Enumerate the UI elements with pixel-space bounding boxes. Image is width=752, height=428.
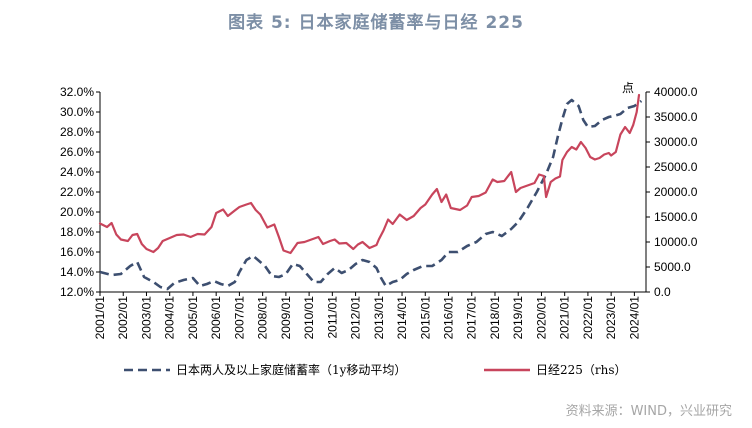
nikkei-line [98, 93, 641, 255]
savings-rate-line [99, 98, 643, 291]
right-tick-label: 25000.0 [654, 160, 698, 174]
x-tick-label: 2022/01 [581, 296, 595, 340]
legend-label-nikkei: 日经225（rhs） [536, 363, 627, 377]
left-tick-label: 24.0% [60, 165, 94, 179]
x-tick-label: 2010/01 [302, 296, 316, 340]
x-tick-label: 2001/01 [93, 296, 107, 340]
x-tick-label: 2005/01 [186, 296, 200, 340]
legend: 日本两人及以上家庭储蓄率（1y移动平均） 日经225（rhs） [124, 362, 627, 377]
x-tick-label: 2020/01 [534, 296, 548, 340]
right-tick-label: 15000.0 [654, 210, 698, 224]
right-axis-ticks: 0.0 5000.0 10000.0 15000.0 20000.0 25000.0 300… [646, 85, 698, 299]
x-tick-label: 2016/01 [442, 296, 456, 340]
left-tick-label: 12.0% [60, 285, 94, 299]
left-tick-label: 14.0% [60, 265, 94, 279]
x-tick-label: 2004/01 [163, 296, 177, 340]
x-tick-label: 2003/01 [139, 296, 153, 340]
chart-title: 图表 5: 日本家庭储蓄率与日经 225 [228, 13, 524, 33]
left-tick-label: 16.0% [60, 245, 94, 259]
x-tick-label: 2002/01 [116, 296, 130, 340]
right-tick-label: 0.0 [654, 285, 671, 299]
legend-label-savings: 日本两人及以上家庭储蓄率（1y移动平均） [176, 362, 406, 377]
right-tick-label: 5000.0 [654, 260, 691, 274]
x-tick-label: 2013/01 [372, 296, 386, 340]
left-tick-label: 20.0% [60, 205, 94, 219]
left-tick-label: 30.0% [60, 105, 94, 119]
x-tick-label: 2015/01 [418, 296, 432, 340]
x-tick-label: 2018/01 [488, 296, 502, 340]
x-tick-label: 2007/01 [232, 296, 246, 340]
x-tick-label: 2023/01 [604, 296, 618, 340]
x-tick-label: 2019/01 [511, 296, 525, 340]
plot-frame [99, 92, 647, 293]
x-tick-label: 2024/01 [627, 296, 641, 340]
source-note: 资料来源：WIND，兴业研究 [565, 404, 732, 419]
x-tick-label: 2021/01 [558, 296, 572, 340]
left-axis-ticks: 12.0% 14.0% 16.0% 18.0% 20.0% 22.0% 24.0% 26.0%… [60, 85, 100, 299]
right-tick-label: 40000.0 [654, 85, 698, 99]
right-axis-unit: 点 [622, 81, 634, 95]
left-tick-label: 32.0% [60, 85, 94, 99]
series-layer [98, 93, 643, 291]
x-axis-ticks: 2001/01 2002/01 2003/01 2004/01 2005/01 2006/… [93, 292, 641, 339]
x-tick-label: 2017/01 [465, 296, 479, 340]
x-tick-label: 2014/01 [395, 296, 409, 340]
x-tick-label: 2006/01 [209, 296, 223, 340]
x-tick-label: 2008/01 [256, 296, 270, 340]
x-tick-label: 2012/01 [349, 296, 363, 340]
right-tick-label: 10000.0 [654, 235, 698, 249]
left-tick-label: 26.0% [60, 145, 94, 159]
x-tick-label: 2011/01 [325, 296, 339, 339]
right-tick-label: 30000.0 [654, 135, 698, 149]
left-tick-label: 22.0% [60, 185, 94, 199]
left-tick-label: 18.0% [60, 225, 94, 239]
left-tick-label: 28.0% [60, 125, 94, 139]
x-tick-label: 2009/01 [279, 296, 293, 340]
right-tick-label: 35000.0 [654, 110, 698, 124]
right-tick-label: 20000.0 [654, 185, 698, 199]
